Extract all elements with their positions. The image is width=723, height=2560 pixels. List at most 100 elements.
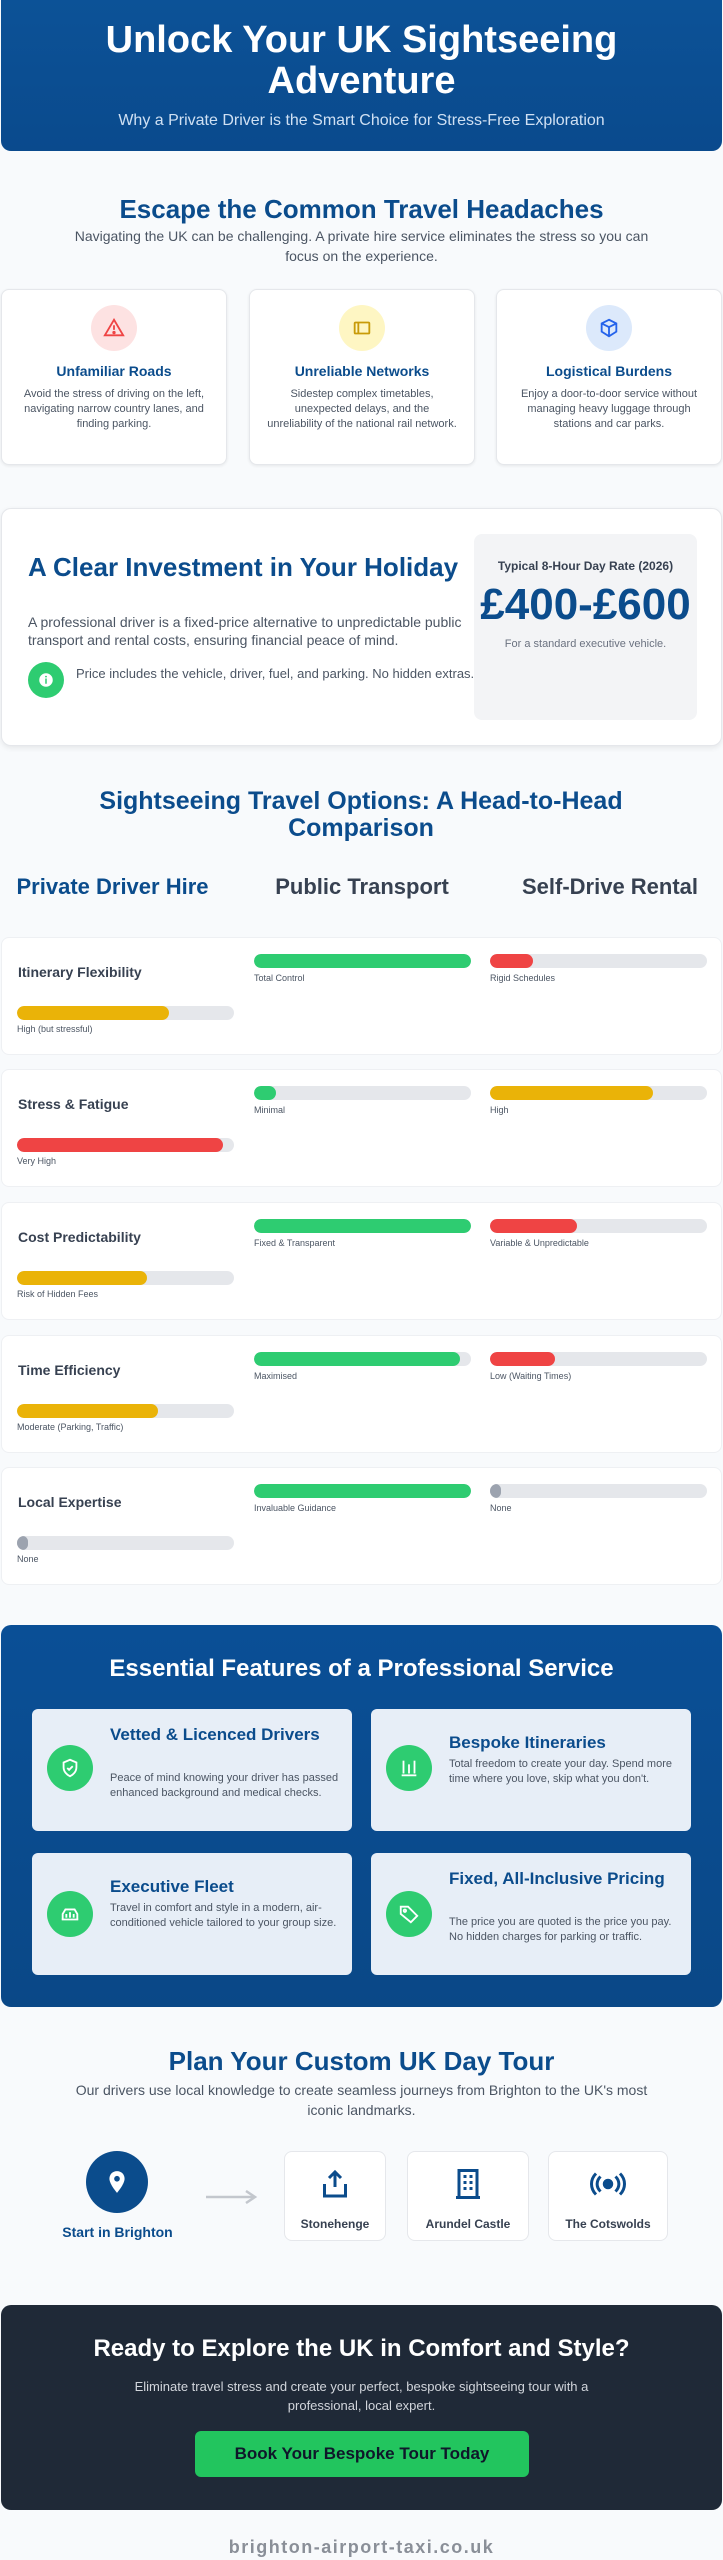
rating-bar-fill [490, 1352, 556, 1366]
book-tour-button[interactable]: Book Your Bespoke Tour Today [195, 2431, 529, 2477]
footer-site: brighton-airport-taxi.co.uk [228, 2537, 495, 2557]
rating-caption-private: High (but stressful) [17, 1024, 93, 1034]
rating-caption-self: Rigid Schedules [490, 973, 556, 983]
rating-bar-public [254, 1086, 471, 1100]
rating-bar-private [17, 1404, 234, 1418]
rating-bar-fill [490, 1484, 501, 1498]
monument-icon [323, 2169, 347, 2198]
rating-caption-public: Fixed & Transparent [254, 1238, 336, 1248]
rating-bar-fill [17, 1404, 159, 1418]
feature-card-itineraries: Bespoke Itineraries Total freedom to cre… [371, 1709, 691, 1831]
rating-bar-private [17, 1536, 234, 1550]
ticket-icon [339, 305, 385, 351]
comparison-title: Sightseeing Travel Options: A Head-to-He… [99, 787, 623, 842]
tour-start-label: Start in Brighton [62, 2224, 173, 2240]
rating-bar-fill [17, 1271, 148, 1285]
cta-section: Ready to Explore the UK in Comfort and S… [1, 2305, 722, 2510]
feature-text: Peace of mind knowing your driver has pa… [110, 1772, 339, 1799]
rating-bar-fill [254, 1219, 471, 1233]
rating-bar-private [17, 1006, 234, 1020]
tag-icon [386, 1891, 432, 1937]
investment-title: A Clear Investment in Your Holiday [28, 552, 459, 582]
rating-bar-public [254, 954, 471, 968]
route-icon [386, 1745, 432, 1791]
problem-card-title: Unreliable Networks [294, 363, 430, 379]
destination-arundel[interactable]: Arundel Castle [407, 2151, 529, 2241]
problem-card-title: Logistical Burdens [545, 363, 673, 379]
rate-label: Typical 8-Hour Day Rate (2026) [497, 559, 674, 573]
rating-bar-fill [17, 1536, 28, 1550]
cta-title: Ready to Explore the UK in Comfort and S… [93, 2335, 630, 2362]
feature-title: Bespoke Itineraries [449, 1733, 606, 1752]
rate-price: £400-£600 [480, 580, 691, 629]
comparison-row-label: Time Efficiency [18, 1362, 121, 1378]
comparison-row: Itinerary Flexibility High (but stressful… [1, 937, 722, 1055]
feature-text: Total freedom to create your day. Spend … [449, 1758, 672, 1785]
hero-banner: Unlock Your UK Sightseeing Adventure Why… [1, 0, 722, 151]
rating-bar-fill [490, 954, 534, 968]
comparison-row: Time Efficiency Moderate (Parking, Traffi… [1, 1335, 722, 1453]
problem-card-networks: Unreliable Networks Sidestep complex tim… [249, 289, 475, 465]
rating-bar-self [490, 1219, 707, 1233]
destination-name: Arundel Castle [425, 2217, 511, 2231]
comparison-row-label: Itinerary Flexibility [18, 964, 142, 980]
problem-card-text: Sidestep complex timetables, unexpected … [267, 388, 457, 430]
rate-box: Typical 8-Hour Day Rate (2026) £400-£600… [474, 534, 697, 720]
problem-card-logistics: Logistical Burdens Enjoy a door-to-door … [496, 289, 722, 465]
car-icon [47, 1891, 93, 1937]
rating-caption-self: High [490, 1105, 509, 1115]
rating-bar-fill [17, 1138, 224, 1152]
rate-note: For a standard executive vehicle. [504, 638, 667, 650]
problems-subtitle: Navigating the UK can be challenging. A … [74, 228, 649, 264]
investment-note: Price includes the vehicle, driver, fuel… [76, 666, 475, 681]
rating-caption-public: Maximised [254, 1371, 298, 1381]
rating-bar-fill [254, 1484, 471, 1498]
problem-card-text: Avoid the stress of driving on the left,… [23, 388, 205, 430]
feature-text: The price you are quoted is the price yo… [449, 1916, 672, 1943]
investment-description: A professional driver is a fixed-price a… [28, 614, 462, 648]
destination-name: Stonehenge [300, 2217, 370, 2231]
rating-bar-self [490, 1352, 707, 1366]
rating-bar-fill [490, 1086, 653, 1100]
feature-title: Vetted & Licenced Drivers [110, 1725, 320, 1744]
problem-card-title: Unfamiliar Roads [56, 363, 172, 379]
features-section: Essential Features of a Professional Ser… [1, 1625, 722, 2007]
problems-title: Escape the Common Travel Headaches [119, 194, 604, 224]
destination-stonehenge[interactable]: Stonehenge [284, 2151, 386, 2241]
rating-caption-public: Invaluable Guidance [254, 1503, 337, 1513]
destination-name: The Cotswolds [565, 2217, 651, 2231]
rating-bar-self [490, 1484, 707, 1498]
warning-icon [91, 305, 137, 351]
feature-text: Travel in comfort and style in a modern,… [110, 1902, 337, 1929]
rating-caption-private: None [17, 1554, 39, 1564]
rating-bar-self [490, 954, 707, 968]
rating-caption-private: Risk of Hidden Fees [17, 1289, 99, 1299]
rating-caption-public: Minimal [254, 1105, 286, 1115]
rating-bar-fill [490, 1219, 577, 1233]
feature-card-pricing: Fixed, All-Inclusive Pricing The price y… [371, 1853, 691, 1975]
comparison-row-label: Cost Predictability [18, 1229, 141, 1245]
rating-caption-self: Variable & Unpredictable [490, 1238, 589, 1248]
problem-card-roads: Unfamiliar Roads Avoid the stress of dri… [1, 289, 227, 465]
rating-bar-fill [17, 1006, 169, 1020]
rating-bar-private [17, 1138, 234, 1152]
rating-caption-self: None [490, 1503, 512, 1513]
location-pin-icon [86, 2151, 148, 2213]
cta-text: Eliminate travel stress and create your … [134, 2379, 589, 2413]
comparison-row-label: Local Expertise [18, 1494, 122, 1510]
rating-bar-fill [254, 1352, 461, 1366]
luggage-icon [586, 305, 632, 351]
destination-cotswolds[interactable]: The Cotswolds [548, 2151, 668, 2241]
rating-bar-fill [254, 954, 471, 968]
hero-title: Unlock Your UK Sightseeing Adventure [105, 19, 618, 102]
investment-section: A Clear Investment in Your Holiday A pro… [1, 508, 722, 746]
castle-icon [456, 2169, 480, 2199]
rating-caption-private: Very High [17, 1156, 57, 1166]
comparison-row: Stress & Fatigue Very High Minimal High [1, 1069, 722, 1187]
rating-bar-self [490, 1086, 707, 1100]
comparison-row-label: Stress & Fatigue [18, 1096, 129, 1112]
rating-caption-public: Total Control [254, 973, 305, 983]
feature-title: Fixed, All-Inclusive Pricing [449, 1869, 665, 1888]
shield-check-icon [47, 1745, 93, 1791]
rating-bar-public [254, 1219, 471, 1233]
